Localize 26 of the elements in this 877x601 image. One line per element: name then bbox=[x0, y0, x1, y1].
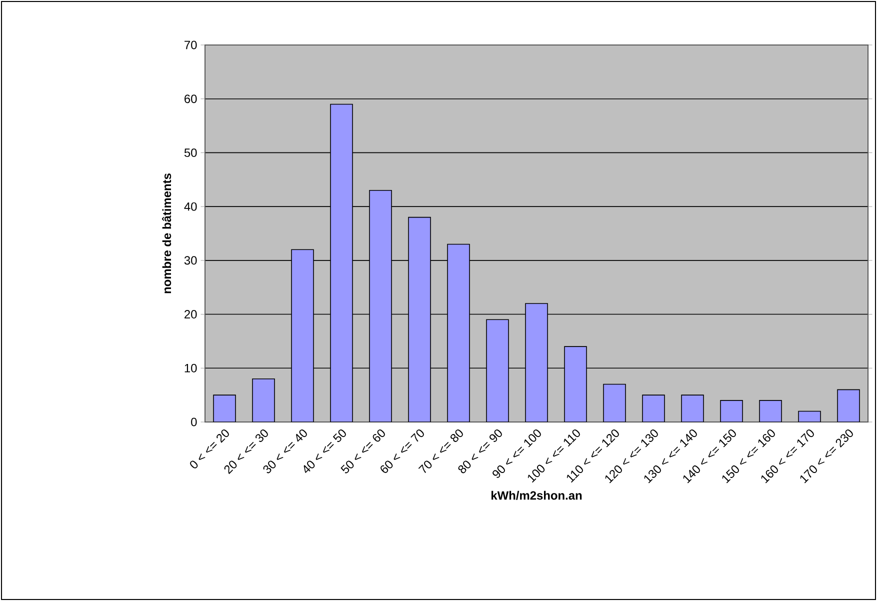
bar bbox=[525, 303, 548, 422]
bar bbox=[408, 216, 431, 422]
y-tick-label: 40 bbox=[184, 202, 197, 211]
y-tick-label: 20 bbox=[184, 310, 197, 318]
x-axis-title: kWh/m2shon.an bbox=[492, 490, 582, 500]
y-axis-title: nombre de bâtiments bbox=[162, 174, 172, 294]
bar bbox=[447, 244, 470, 422]
bar bbox=[291, 249, 314, 422]
y-tick-label: 50 bbox=[184, 148, 197, 157]
bar bbox=[213, 394, 236, 422]
bar bbox=[252, 378, 275, 422]
y-tick-label: 70 bbox=[184, 40, 197, 50]
bar bbox=[837, 389, 860, 422]
bar bbox=[720, 400, 743, 422]
y-tick-label: 0 bbox=[191, 418, 197, 426]
bar bbox=[759, 400, 782, 422]
bar bbox=[642, 394, 665, 422]
y-tick-label: 30 bbox=[184, 256, 197, 265]
y-tick-label: 60 bbox=[184, 94, 197, 104]
bar bbox=[564, 346, 587, 422]
bar bbox=[369, 190, 392, 422]
bar bbox=[603, 384, 626, 422]
y-tick-label: 10 bbox=[184, 364, 197, 372]
bar bbox=[330, 104, 353, 422]
bar bbox=[681, 394, 704, 422]
bar bbox=[486, 319, 509, 422]
